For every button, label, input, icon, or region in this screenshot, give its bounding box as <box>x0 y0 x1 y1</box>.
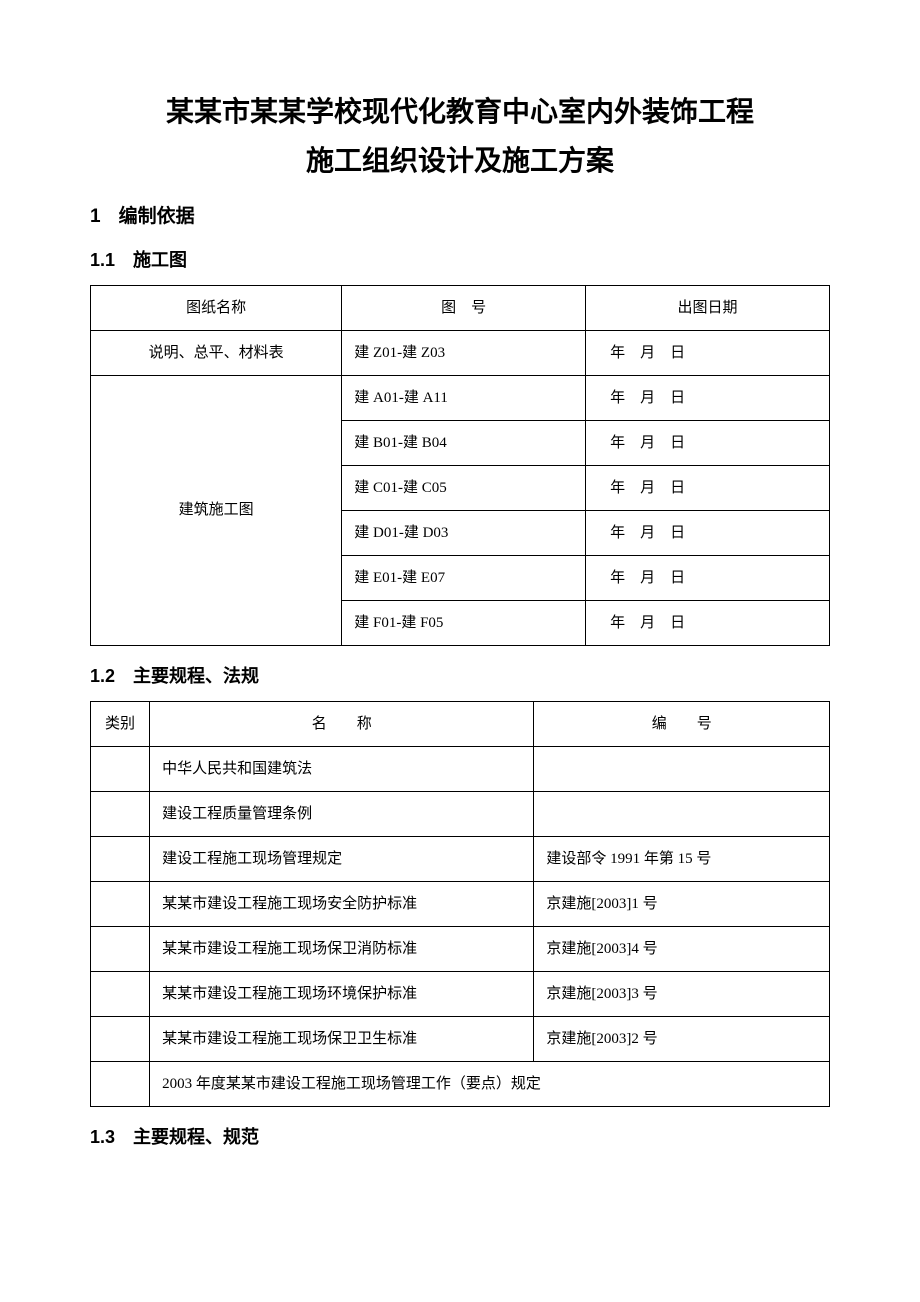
cell-category <box>91 746 150 791</box>
table-header-category: 类别 <box>91 701 150 746</box>
cell-category <box>91 926 150 971</box>
cell-code <box>534 791 830 836</box>
cell-code: 建 D01-建 D03 <box>342 510 586 555</box>
main-title-line1: 某某市某某学校现代化教育中心室内外装饰工程 <box>90 90 830 135</box>
main-title-line2: 施工组织设计及施工方案 <box>90 139 830 184</box>
table-row: 建筑施工图 建 A01-建 A11 年 月 日 <box>91 375 830 420</box>
table-header-code: 图 号 <box>342 285 586 330</box>
cell-name: 某某市建设工程施工现场环境保护标准 <box>150 971 534 1016</box>
section-1-2-label: 主要规程、法规 <box>133 666 259 686</box>
section-1-2-num: 1.2 <box>90 662 115 691</box>
section-1-1-label: 施工图 <box>133 250 187 270</box>
cell-name: 某某市建设工程施工现场保卫卫生标准 <box>150 1016 534 1061</box>
section-1-3-num: 1.3 <box>90 1123 115 1152</box>
table-row: 说明、总平、材料表 建 Z01-建 Z03 年 月 日 <box>91 330 830 375</box>
cell-code <box>534 746 830 791</box>
cell-category <box>91 881 150 926</box>
cell-category <box>91 791 150 836</box>
cell-spanning: 2003 年度某某市建设工程施工现场管理工作（要点）规定 <box>150 1061 830 1106</box>
cell-name: 说明、总平、材料表 <box>91 330 342 375</box>
cell-date: 年 月 日 <box>586 330 830 375</box>
table-row: 中华人民共和国建筑法 <box>91 746 830 791</box>
cell-code: 建 Z01-建 Z03 <box>342 330 586 375</box>
cell-name: 某某市建设工程施工现场安全防护标准 <box>150 881 534 926</box>
cell-category <box>91 971 150 1016</box>
cell-category <box>91 1061 150 1106</box>
section-1-label: 编制依据 <box>119 206 195 227</box>
cell-name: 建设工程质量管理条例 <box>150 791 534 836</box>
cell-code: 京建施[2003]2 号 <box>534 1016 830 1061</box>
table-header-code: 编 号 <box>534 701 830 746</box>
cell-name: 中华人民共和国建筑法 <box>150 746 534 791</box>
cell-code: 京建施[2003]3 号 <box>534 971 830 1016</box>
table-header-name: 图纸名称 <box>91 285 342 330</box>
cell-code: 建设部令 1991 年第 15 号 <box>534 836 830 881</box>
table-row: 2003 年度某某市建设工程施工现场管理工作（要点）规定 <box>91 1061 830 1106</box>
cell-date: 年 月 日 <box>586 510 830 555</box>
cell-code: 京建施[2003]1 号 <box>534 881 830 926</box>
cell-date: 年 月 日 <box>586 375 830 420</box>
table-row: 某某市建设工程施工现场保卫消防标准 京建施[2003]4 号 <box>91 926 830 971</box>
table-header-name: 名 称 <box>150 701 534 746</box>
cell-merged-name: 建筑施工图 <box>91 375 342 645</box>
cell-code: 京建施[2003]4 号 <box>534 926 830 971</box>
section-1-1-num: 1.1 <box>90 246 115 275</box>
table-header-date: 出图日期 <box>586 285 830 330</box>
cell-date: 年 月 日 <box>586 555 830 600</box>
section-1-heading: 1 编制依据 <box>90 202 830 232</box>
section-1-1-heading: 1.1 施工图 <box>90 246 830 275</box>
table-regulations: 类别 名 称 编 号 中华人民共和国建筑法 建设工程质量管理条例 建设工程施工现… <box>90 701 830 1107</box>
section-1-3-heading: 1.3 主要规程、规范 <box>90 1123 830 1152</box>
section-1-2-heading: 1.2 主要规程、法规 <box>90 662 830 691</box>
cell-code: 建 C01-建 C05 <box>342 465 586 510</box>
cell-code: 建 E01-建 E07 <box>342 555 586 600</box>
table-row: 图纸名称 图 号 出图日期 <box>91 285 830 330</box>
table-row: 某某市建设工程施工现场保卫卫生标准 京建施[2003]2 号 <box>91 1016 830 1061</box>
table-drawings: 图纸名称 图 号 出图日期 说明、总平、材料表 建 Z01-建 Z03 年 月 … <box>90 285 830 646</box>
section-1-3-label: 主要规程、规范 <box>133 1127 259 1147</box>
cell-name: 建设工程施工现场管理规定 <box>150 836 534 881</box>
table-row: 类别 名 称 编 号 <box>91 701 830 746</box>
table-row: 建设工程质量管理条例 <box>91 791 830 836</box>
cell-code: 建 A01-建 A11 <box>342 375 586 420</box>
table-row: 建设工程施工现场管理规定 建设部令 1991 年第 15 号 <box>91 836 830 881</box>
cell-category <box>91 1016 150 1061</box>
section-1-num: 1 <box>90 202 101 232</box>
cell-name: 某某市建设工程施工现场保卫消防标准 <box>150 926 534 971</box>
cell-date: 年 月 日 <box>586 420 830 465</box>
table-row: 某某市建设工程施工现场安全防护标准 京建施[2003]1 号 <box>91 881 830 926</box>
table-row: 某某市建设工程施工现场环境保护标准 京建施[2003]3 号 <box>91 971 830 1016</box>
cell-category <box>91 836 150 881</box>
cell-code: 建 F01-建 F05 <box>342 600 586 645</box>
cell-date: 年 月 日 <box>586 465 830 510</box>
cell-code: 建 B01-建 B04 <box>342 420 586 465</box>
cell-date: 年 月 日 <box>586 600 830 645</box>
